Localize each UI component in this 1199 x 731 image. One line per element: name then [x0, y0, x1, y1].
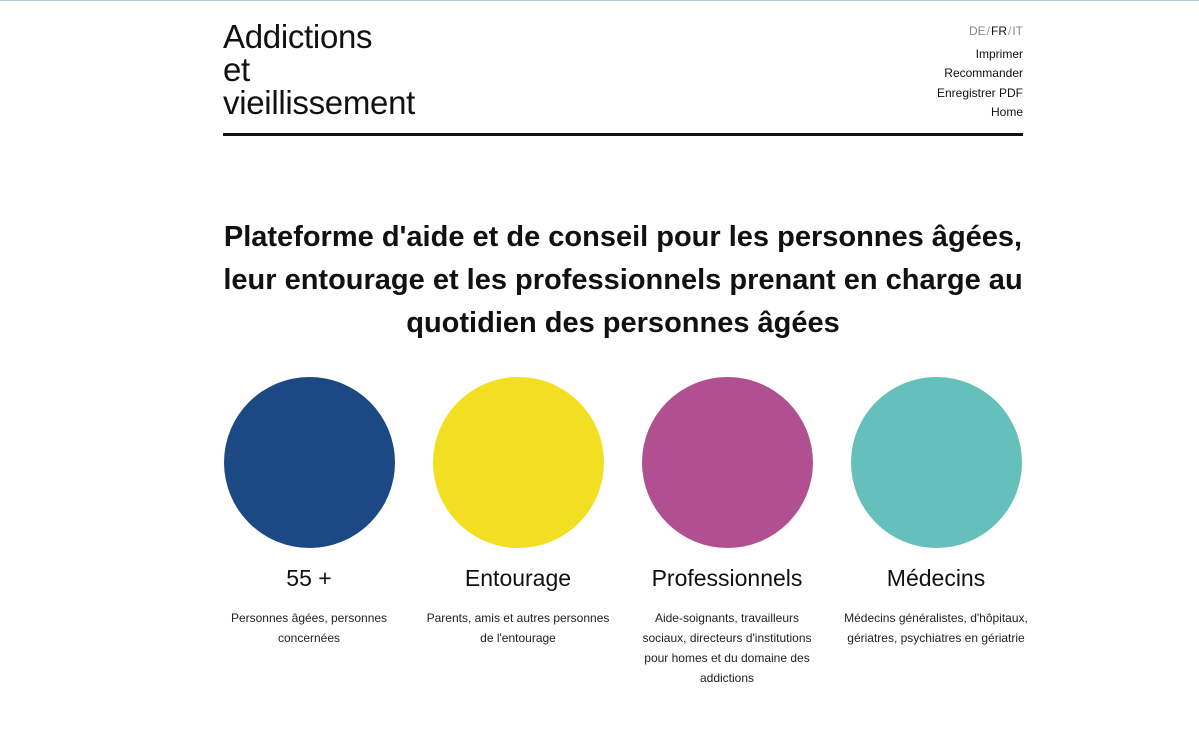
lang-it[interactable]: IT [1012, 24, 1023, 38]
recommend-link[interactable]: Recommander [944, 66, 1023, 81]
tile-circle[interactable] [223, 377, 395, 548]
home-link[interactable]: Home [990, 104, 1023, 119]
save-pdf-link[interactable]: Enregistrer PDF [936, 85, 1023, 100]
tile-title[interactable]: Professionnels [651, 565, 803, 591]
tile-medecins[interactable]: Médecins Médecins généralistes, d'hôpita… [841, 377, 1031, 648]
page-headline: Plateforme d'aide et de conseil pour les… [223, 221, 1023, 339]
tile-entourage[interactable]: Entourage Parents, amis et autres person… [423, 377, 613, 648]
logo-line-2: et [223, 51, 250, 88]
lang-separator: / [986, 24, 990, 38]
tile-circle[interactable] [641, 377, 813, 548]
lang-de[interactable]: DE [968, 24, 986, 38]
site-logo[interactable]: Addictions et vieillissement [223, 20, 415, 119]
tile-description: Aide-soignants, travailleurs sociaux, di… [642, 611, 812, 685]
top-border [0, 0, 1199, 1]
tile-description: Personnes âgées, personnes concernées [230, 611, 388, 645]
tile-circle[interactable] [432, 377, 604, 548]
lang-fr[interactable]: FR [990, 24, 1007, 38]
tile-description: Parents, amis et autres personnes de l'e… [426, 611, 610, 645]
page-container: Addictions et vieillissement DE/FR/IT Im… [223, 0, 1028, 685]
logo-line-3: vieillissement [223, 84, 416, 121]
header-divider [223, 133, 1023, 136]
tile-professionnels[interactable]: Professionnels Aide-soignants, travaille… [632, 377, 822, 688]
tile-55-plus[interactable]: 55 + Personnes âgées, personnes concerné… [214, 377, 404, 648]
tile-description: Médecins généralistes, d'hôpitaux, géria… [844, 611, 1028, 645]
lang-separator: / [1007, 24, 1012, 38]
tile-title[interactable]: 55 + [286, 565, 332, 591]
print-link[interactable]: Imprimer [975, 47, 1023, 61]
tile-title[interactable]: Entourage [464, 565, 572, 591]
tile-title[interactable]: Médecins [886, 565, 986, 591]
language-switcher: DE/FR/IT [969, 24, 1023, 38]
tile-circle[interactable] [850, 377, 1022, 548]
utility-nav: Imprimer Recommander Enregistrer PDF Hom… [937, 45, 1023, 122]
logo-line-1: Addictions [223, 18, 373, 55]
site-header: Addictions et vieillissement DE/FR/IT Im… [223, 0, 1023, 137]
